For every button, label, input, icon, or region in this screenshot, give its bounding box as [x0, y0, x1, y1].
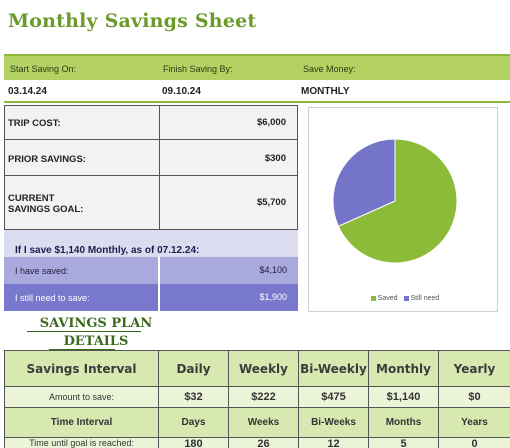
amount-cell[interactable]: $222 — [228, 386, 299, 408]
if-save-banner: If I save $1,140 Monthly, as of 07.12.24… — [4, 230, 298, 257]
amount-cell[interactable]: $475 — [298, 386, 369, 408]
time-goal-cell[interactable]: 26 — [228, 437, 299, 448]
plan-header-cell: Bi-Weekly — [298, 350, 369, 387]
plan-title-underline — [27, 331, 141, 332]
savings-goal-label-line1: CURRENT — [8, 193, 55, 204]
savings-pie-chart[interactable]: Saved Still need — [308, 107, 498, 312]
schedule-header: Start Saving On: Finish Saving By: Save … — [4, 54, 510, 80]
plan-title-line1: SAVINGS PLAN — [39, 316, 153, 331]
plan-title-line2: DETAILS — [63, 334, 129, 349]
amount-cell[interactable]: $0 — [438, 386, 510, 408]
still-need-label: I still need to save: — [15, 293, 90, 303]
legend-saved: Saved — [377, 295, 398, 302]
amount-cell[interactable]: $32 — [158, 386, 229, 408]
time-goal-row: Time until goal is reached: 180 26 12 5 … — [4, 437, 510, 448]
pie-slice-still-need[interactable] — [332, 138, 396, 227]
have-saved-value[interactable]: $4,100 — [259, 265, 287, 275]
legend-still-need: Still need — [410, 295, 440, 302]
legend-swatch-still-need — [403, 295, 409, 301]
have-saved-label: I have saved: — [15, 266, 69, 276]
interval-cell: Days — [158, 407, 229, 438]
plan-title-underline — [49, 349, 115, 350]
amount-row: Amount to save: $32 $222 $475 $1,140 $0 — [4, 386, 510, 408]
save-money-label: Save Money: — [303, 64, 356, 74]
finish-label: Finish Saving By: — [163, 64, 233, 74]
trip-cost-row: TRIP COST: $6,000 — [4, 105, 298, 140]
trip-cost-label: TRIP COST: — [8, 118, 61, 129]
time-goal-cell[interactable]: 0 — [438, 437, 510, 448]
interval-cell: Weeks — [228, 407, 299, 438]
time-goal-label: Time until goal is reached: — [4, 437, 159, 448]
section-divider — [4, 101, 510, 103]
savings-goal-row: CURRENT SAVINGS GOAL: $5,700 — [4, 175, 298, 230]
if-save-text: If I save $1,140 Monthly, as of 07.12.24… — [15, 245, 200, 256]
cell-divider — [159, 140, 160, 175]
savings-plan-table: Savings Interval Daily Weekly Bi-Weekly … — [4, 350, 510, 448]
amount-label: Amount to save: — [4, 386, 159, 408]
plan-header-cell: Daily — [158, 350, 229, 387]
amount-cell[interactable]: $1,140 — [368, 386, 439, 408]
cell-divider — [159, 106, 160, 139]
time-goal-cell[interactable]: 12 — [298, 437, 369, 448]
prior-savings-row: PRIOR SAVINGS: $300 — [4, 139, 298, 176]
cell-divider — [159, 176, 160, 229]
interval-label: Time Interval — [4, 407, 159, 438]
cell-divider — [158, 284, 160, 311]
finish-date-cell[interactable]: 09.10.24 — [162, 86, 201, 97]
savings-goal-value[interactable]: $5,700 — [256, 197, 286, 208]
pie-slice-saved[interactable] — [337, 138, 458, 264]
plan-header-row: Savings Interval Daily Weekly Bi-Weekly … — [4, 350, 510, 387]
plan-header-cell: Weekly — [228, 350, 299, 387]
have-saved-row: I have saved: $4,100 — [4, 257, 298, 284]
interval-cell: Months — [368, 407, 439, 438]
prior-savings-label: PRIOR SAVINGS: — [8, 154, 86, 165]
start-label: Start Saving On: — [10, 64, 77, 74]
savings-goal-label-line2: SAVINGS GOAL: — [8, 204, 84, 215]
pie-svg — [332, 138, 458, 264]
start-date-cell[interactable]: 03.14.24 — [8, 86, 47, 97]
chart-legend: Saved Still need — [309, 295, 497, 302]
prior-savings-value[interactable]: $300 — [264, 153, 286, 164]
interval-row: Time Interval Days Weeks Bi-Weeks Months… — [4, 407, 510, 438]
cell-divider — [158, 257, 160, 284]
time-goal-cell[interactable]: 180 — [158, 437, 229, 448]
trip-cost-value[interactable]: $6,000 — [256, 117, 286, 128]
plan-header-cell: Yearly — [438, 350, 510, 387]
page-title: Monthly Savings Sheet — [8, 10, 257, 32]
time-goal-cell[interactable]: 5 — [368, 437, 439, 448]
interval-cell: Years — [438, 407, 510, 438]
plan-header-cell: Savings Interval — [4, 350, 159, 387]
still-need-row: I still need to save: $1,900 — [4, 284, 298, 311]
interval-cell: Bi-Weeks — [298, 407, 369, 438]
legend-swatch-saved — [370, 295, 376, 301]
plan-header-cell: Monthly — [368, 350, 439, 387]
frequency-cell[interactable]: MONTHLY — [301, 86, 350, 97]
still-need-value[interactable]: $1,900 — [259, 292, 287, 302]
